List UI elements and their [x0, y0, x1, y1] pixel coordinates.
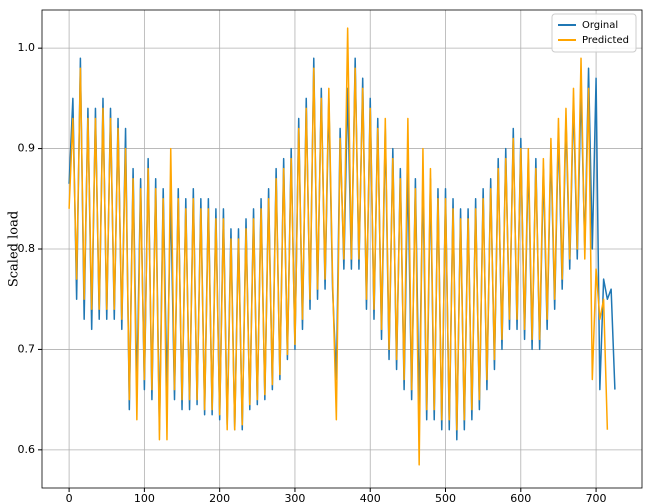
x-tick-label: 400	[360, 492, 381, 504]
x-tick-label: 100	[134, 492, 155, 504]
plot-frame	[41, 9, 643, 489]
x-tick-label: 500	[435, 492, 456, 504]
x-tick-label: 300	[284, 492, 305, 504]
legend-label: Predicted	[582, 35, 629, 46]
legend: Orginal Predicted	[551, 13, 637, 53]
x-tick-label: 200	[209, 492, 230, 504]
y-tick-label: 0.6	[18, 443, 36, 456]
y-tick-label: 0.9	[18, 142, 36, 155]
x-tick-label: 700	[586, 492, 607, 504]
y-tick-label: 1.0	[18, 41, 36, 54]
data-line	[68, 27, 609, 466]
legend-label: Orginal	[582, 20, 618, 31]
y-tick-label: 0.8	[18, 242, 36, 255]
y-axis-label: Scaled load	[7, 211, 22, 287]
x-tick-label: 0	[66, 492, 73, 504]
y-tick-label: 0.7	[18, 342, 36, 355]
legend-box	[551, 13, 637, 53]
x-tick-label: 600	[510, 492, 531, 504]
